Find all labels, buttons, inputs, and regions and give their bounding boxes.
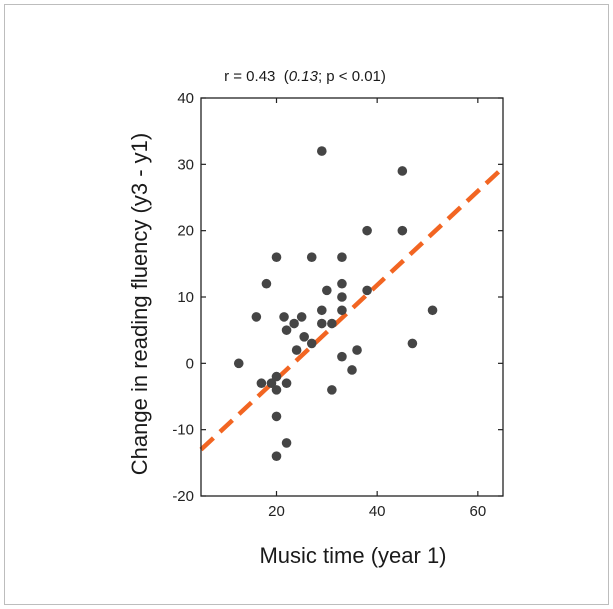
y-tick-label: 20 [177, 223, 194, 240]
data-point [347, 365, 357, 375]
data-point [281, 378, 292, 389]
chart-title: r = 0.43 (0.13; p < 0.01) [224, 68, 386, 85]
data-point [281, 438, 292, 448]
fit-line-layer [199, 166, 505, 452]
data-points-layer [233, 146, 438, 462]
data-point [337, 351, 347, 362]
y-tick-label: 0 [186, 355, 194, 372]
title-r: r = 0.43 [224, 68, 275, 85]
data-point [327, 385, 337, 395]
data-point [289, 318, 299, 329]
plot-frame [200, 97, 504, 497]
data-point [337, 252, 347, 262]
title-open: ( [275, 68, 288, 85]
data-point [296, 312, 307, 322]
data-point [306, 338, 317, 349]
data-point [337, 292, 347, 302]
data-point [266, 378, 277, 389]
fit-line [199, 166, 505, 452]
data-point [291, 345, 302, 355]
x-tick-label: 60 [469, 503, 486, 520]
data-point [306, 252, 317, 262]
y-tick-label: 10 [177, 289, 194, 306]
x-tick-label: 20 [268, 503, 285, 520]
data-point [362, 285, 372, 296]
chart-title-text: r = 0.43 (0.13; p < 0.01) [224, 68, 386, 85]
data-point [299, 332, 309, 342]
data-point [271, 385, 282, 395]
y-tick-label: -10 [172, 422, 194, 439]
data-point [362, 225, 372, 236]
data-point [317, 146, 327, 156]
data-point [317, 318, 327, 329]
scatter-chart: r = 0.43 (0.13; p < 0.01) -20 -10 0 10 20 30 4… [127, 68, 505, 568]
data-point [233, 358, 244, 369]
data-point [352, 345, 362, 355]
title-italic: 0.13 [289, 68, 319, 85]
data-point [317, 305, 327, 316]
data-point [271, 371, 282, 382]
x-tick-label: 40 [369, 503, 386, 520]
data-point [337, 278, 347, 289]
data-point [256, 378, 267, 389]
data-point [251, 312, 262, 322]
y-tick-label: -20 [172, 488, 194, 505]
data-point [281, 325, 292, 335]
data-point [279, 312, 289, 322]
data-point [271, 451, 282, 462]
x-axis-label: Music time (year 1) [259, 543, 446, 568]
data-point [337, 305, 347, 316]
data-point [397, 225, 408, 236]
data-point [322, 285, 332, 296]
title-rest: ; p < 0.01) [318, 68, 386, 85]
y-tick-label: 40 [177, 90, 194, 107]
data-point [427, 305, 438, 316]
y-tick-label: 30 [177, 156, 194, 173]
data-point [327, 318, 337, 329]
axes-layer: -20 -10 0 10 20 30 40 20 40 60 [172, 90, 504, 520]
figure-frame: r = 0.43 (0.13; p < 0.01) -20 -10 0 10 20 30 4… [4, 4, 609, 605]
data-point [271, 411, 282, 422]
data-point [407, 338, 418, 349]
data-point [261, 278, 272, 289]
y-axis-label: Change in reading fluency (y3 - y1) [127, 133, 152, 475]
data-point [397, 166, 408, 176]
data-point [271, 252, 282, 262]
